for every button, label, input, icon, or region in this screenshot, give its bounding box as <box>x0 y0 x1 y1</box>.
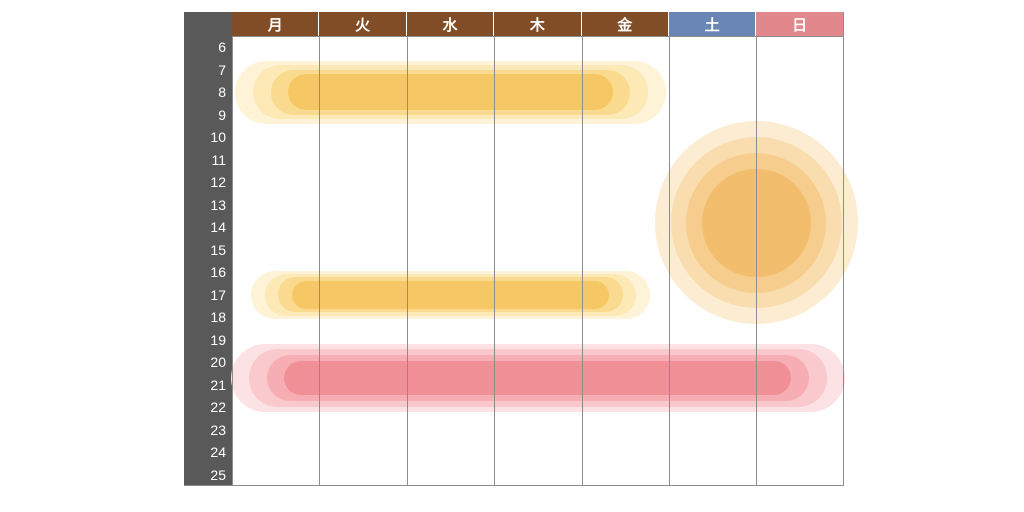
hour-label: 8 <box>178 85 226 99</box>
hour-label: 25 <box>178 468 226 482</box>
hour-label: 6 <box>178 40 226 54</box>
evening-weekday <box>232 36 844 486</box>
grid-vline <box>669 36 670 486</box>
day-header: 木 <box>494 12 581 36</box>
grid-vline <box>494 36 495 486</box>
day-header: 月 <box>232 12 319 36</box>
grid-vline <box>582 36 583 486</box>
heat-ring <box>292 281 609 309</box>
weekly-heatmap: 678910111213141516171819202122232425月火水木… <box>184 12 844 486</box>
heat-ring <box>284 361 791 396</box>
hour-label: 21 <box>178 378 226 392</box>
grid-body <box>232 36 844 486</box>
hour-label: 19 <box>178 333 226 347</box>
hour-label: 13 <box>178 198 226 212</box>
heat-ring <box>253 65 648 119</box>
hour-label: 15 <box>178 243 226 257</box>
hour-label: 20 <box>178 355 226 369</box>
hour-label: 18 <box>178 310 226 324</box>
hour-label: 12 <box>178 175 226 189</box>
night-allweek <box>232 36 844 486</box>
hour-label: 14 <box>178 220 226 234</box>
day-header: 日 <box>756 12 843 36</box>
hour-label: 17 <box>178 288 226 302</box>
heat-ring <box>267 355 810 401</box>
hour-label: 16 <box>178 265 226 279</box>
hour-label: 11 <box>178 153 226 167</box>
heat-ring <box>251 271 651 319</box>
heat-ring <box>231 344 845 413</box>
weekend-midday <box>232 36 844 486</box>
hour-label: 24 <box>178 445 226 459</box>
grid-vline <box>756 36 757 486</box>
heat-ring <box>288 74 612 110</box>
day-header: 土 <box>669 12 756 36</box>
hour-label: 23 <box>178 423 226 437</box>
day-header: 水 <box>407 12 494 36</box>
grid-vline <box>407 36 408 486</box>
hour-axis: 678910111213141516171819202122232425 <box>184 12 232 486</box>
hour-label: 22 <box>178 400 226 414</box>
hour-label: 9 <box>178 108 226 122</box>
heat-ring <box>278 277 622 312</box>
heat-ring <box>271 70 631 115</box>
heat-ring <box>249 349 827 406</box>
day-header: 金 <box>582 12 669 36</box>
hour-label: 10 <box>178 130 226 144</box>
grid-vline <box>319 36 320 486</box>
day-header: 火 <box>319 12 406 36</box>
morning-weekday <box>232 36 844 486</box>
hour-label: 7 <box>178 63 226 77</box>
heat-ring <box>235 61 665 124</box>
